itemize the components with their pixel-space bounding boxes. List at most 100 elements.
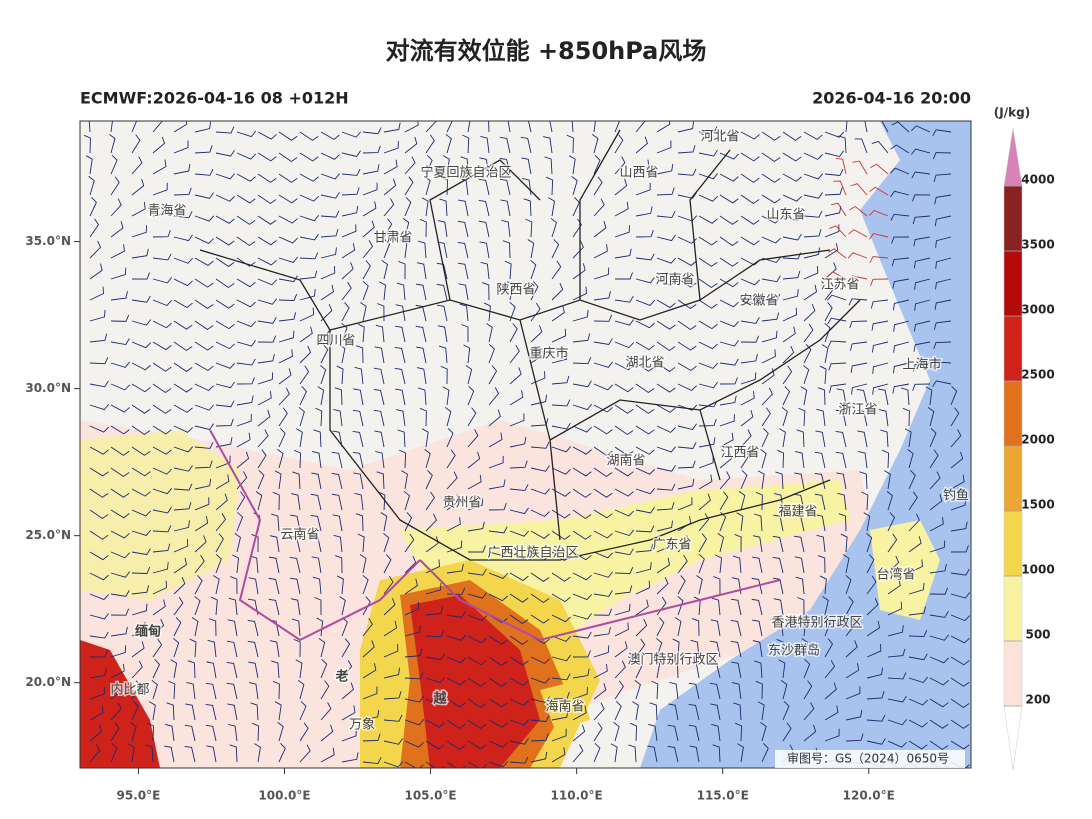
wind-barb	[89, 240, 102, 259]
wind-barbs	[83, 121, 971, 768]
wind-barb	[206, 661, 217, 679]
wind-barb	[572, 380, 592, 388]
wind-barb	[782, 270, 801, 280]
wind-barb	[467, 719, 487, 729]
wind-barb	[668, 703, 679, 721]
wind-barb	[500, 199, 511, 217]
wind-barb	[698, 149, 718, 157]
wind-barb	[908, 606, 927, 616]
wind-barb	[236, 377, 255, 385]
wind-barb	[467, 568, 487, 576]
x-tick-label: 115.0°E	[697, 789, 749, 803]
wind-barb	[352, 409, 364, 427]
wind-barb	[335, 555, 343, 574]
wind-barb	[299, 345, 312, 364]
wind-barb	[257, 469, 265, 490]
wind-barb	[228, 597, 238, 616]
wind-barb	[656, 404, 676, 413]
wind-barb	[488, 740, 508, 748]
wind-barb	[754, 513, 763, 532]
wind-barb	[824, 187, 843, 196]
place-label: 广西壮族自治区	[487, 545, 578, 561]
wind-barb	[89, 530, 109, 540]
wind-barb	[656, 539, 672, 553]
wind-barb	[710, 703, 721, 721]
wind-barb	[614, 660, 626, 679]
wind-barb	[341, 682, 354, 700]
wind-barb	[215, 215, 235, 224]
wind-barb	[215, 400, 235, 408]
wind-barb	[761, 428, 769, 448]
wind-barb	[593, 361, 614, 368]
wind-barb	[890, 213, 910, 221]
wind-barb	[837, 492, 847, 511]
wind-barb	[480, 261, 490, 280]
wind-barb	[824, 281, 835, 301]
wind-barb	[467, 614, 488, 622]
wind-barb	[341, 262, 354, 280]
wind-barb	[458, 283, 469, 301]
wind-barb	[425, 630, 445, 638]
wind-barb	[236, 299, 256, 308]
wind-barb	[698, 341, 718, 350]
wind-barb	[446, 698, 466, 708]
wind-barb	[710, 619, 721, 637]
wind-barb	[339, 596, 346, 616]
wind-barb	[677, 575, 686, 595]
wind-barb	[884, 470, 891, 490]
wind-barb	[467, 592, 488, 599]
map-layers	[80, 121, 971, 768]
wind-barb	[278, 236, 299, 244]
wind-barb	[782, 194, 802, 202]
wind-barb	[881, 121, 889, 133]
wind-barb	[551, 747, 566, 763]
wind-barb	[131, 446, 151, 456]
wind-barb	[236, 432, 251, 448]
wind-barb	[236, 451, 250, 469]
wind-barb	[782, 233, 802, 241]
wind-barb	[227, 703, 238, 721]
wind-barb	[299, 131, 319, 141]
wind-barb	[698, 513, 710, 532]
place-label: 河南省	[655, 272, 694, 288]
wind-barb	[236, 395, 254, 406]
wind-barb	[776, 638, 784, 658]
wind-barb	[772, 577, 784, 595]
wind-barb	[927, 407, 935, 427]
wind-barb	[236, 320, 257, 328]
wind-barb	[480, 135, 490, 154]
wind-barb	[698, 320, 718, 330]
place-label: 甘肃省	[373, 231, 412, 246]
wind-barb	[858, 451, 868, 469]
wind-barb	[446, 121, 453, 133]
wind-barb	[320, 210, 340, 218]
wind-barb	[278, 152, 298, 163]
colorbar-under	[1003, 705, 1023, 771]
wind-barb	[656, 341, 676, 351]
wind-barb	[362, 686, 378, 700]
wind-barb	[782, 289, 799, 301]
wind-barb	[226, 661, 238, 679]
wind-barb	[318, 638, 326, 658]
wind-barb	[614, 488, 634, 497]
wind-barb	[842, 554, 850, 574]
wind-barb	[278, 275, 298, 283]
wind-barb	[354, 366, 364, 385]
wind-barb	[635, 299, 656, 306]
wind-barb	[795, 576, 805, 595]
wind-barb	[824, 243, 839, 259]
place-label: 福建省	[778, 505, 817, 520]
wind-barb	[719, 236, 739, 247]
wind-barb	[360, 302, 367, 322]
wind-barb	[226, 640, 238, 658]
wind-barb	[271, 660, 280, 679]
wind-barb	[299, 233, 319, 241]
wind-barb	[773, 598, 784, 616]
wind-barb	[866, 714, 886, 722]
wind-barb	[752, 619, 763, 637]
wind-barb	[593, 244, 608, 259]
wind-barb	[719, 215, 739, 225]
place-label: 宁夏回族自治区	[420, 165, 511, 181]
